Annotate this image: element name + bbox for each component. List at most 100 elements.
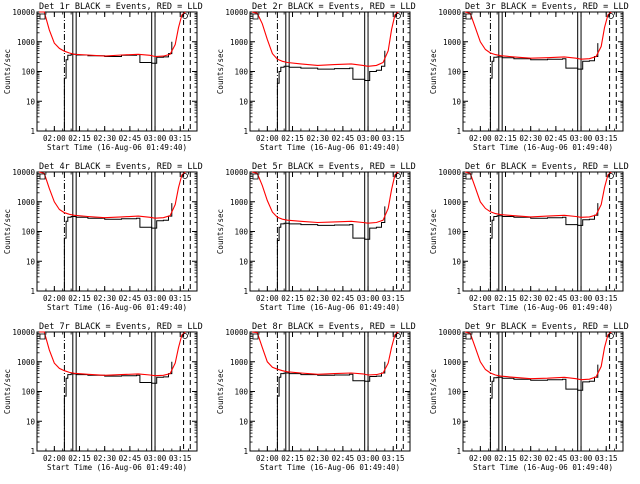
- x-tick-label: 02:15: [68, 134, 91, 143]
- y-tick-label: 1: [243, 447, 248, 456]
- x-axis-label: Start Time (16-Aug-06 01:49:40): [260, 303, 400, 312]
- series-lld-line: [252, 331, 399, 376]
- x-tick-label: 02:45: [119, 294, 142, 303]
- panel-title: Det 2r BLACK = Events, RED = LLD: [252, 2, 416, 12]
- x-tick-label: 02:15: [281, 454, 304, 463]
- y-tick-label: 1000: [17, 358, 36, 367]
- y-tick-label: 1: [456, 287, 461, 296]
- marker-square: [252, 173, 259, 180]
- y-tick-label: 100: [234, 228, 248, 237]
- x-tick-label: 02:30: [306, 134, 329, 143]
- x-tick-label: 03:15: [595, 134, 618, 143]
- y-tick-label: 1: [30, 127, 35, 136]
- x-tick-label: 03:15: [595, 454, 618, 463]
- x-tick-label: 03:15: [169, 454, 192, 463]
- x-axis-label: Start Time (16-Aug-06 01:49:40): [473, 463, 613, 472]
- marker-square: [465, 13, 472, 20]
- x-tick-label: 02:30: [93, 294, 116, 303]
- marker-circle: [608, 13, 614, 19]
- y-tick-label: 10: [26, 97, 36, 106]
- x-tick-label: 03:15: [382, 454, 405, 463]
- x-tick-label: 02:30: [93, 454, 116, 463]
- y-tick-label: 1000: [17, 198, 36, 207]
- y-tick-label: 1: [30, 287, 35, 296]
- y-axis-label: Counts/sec: [429, 209, 438, 254]
- x-axis-label: Start Time (16-Aug-06 01:49:40): [260, 463, 400, 472]
- y-tick-label: 10: [452, 417, 462, 426]
- x-tick-label: 02:15: [68, 454, 91, 463]
- x-tick-label: 03:15: [595, 294, 618, 303]
- x-axis-label: Start Time (16-Aug-06 01:49:40): [473, 143, 613, 152]
- x-tick-label: 02:30: [93, 134, 116, 143]
- plot-frame: [462, 11, 624, 132]
- y-tick-label: 10000: [438, 328, 461, 337]
- panel-5: Det 5r BLACK = Events, RED = LLD 1 10 100 10…: [216, 162, 416, 312]
- series-lld-line: [39, 331, 186, 377]
- x-tick-label: 03:00: [357, 294, 380, 303]
- y-tick-label: 10000: [438, 168, 461, 177]
- y-tick-label: 1000: [443, 198, 462, 207]
- y-tick-label: 10000: [12, 328, 35, 337]
- panel-title: Det 1r BLACK = Events, RED = LLD: [39, 2, 203, 12]
- marker-square: [39, 333, 46, 340]
- panel-3: Det 3r BLACK = Events, RED = LLD 1 10 100 10…: [429, 2, 629, 152]
- y-tick-label: 10: [239, 97, 249, 106]
- x-tick-label: 02:00: [256, 294, 279, 303]
- marker-circle: [608, 173, 614, 179]
- series-events-line: [489, 203, 599, 291]
- x-tick-label: 03:00: [570, 454, 593, 463]
- plot-frame: [36, 171, 198, 292]
- x-tick-label: 02:45: [119, 454, 142, 463]
- y-tick-label: 100: [447, 68, 461, 77]
- x-tick-label: 02:15: [494, 454, 517, 463]
- x-tick-label: 02:45: [545, 454, 568, 463]
- series-lld-line: [465, 171, 612, 218]
- plot-frame: [36, 331, 198, 452]
- x-tick-label: 02:30: [519, 134, 542, 143]
- x-tick-label: 02:00: [256, 454, 279, 463]
- panel-8: Det 8r BLACK = Events, RED = LLD 1 10 100 10…: [216, 322, 416, 472]
- panel-title: Det 9r BLACK = Events, RED = LLD: [465, 322, 629, 332]
- marker-circle: [182, 13, 188, 19]
- panel-title: Det 7r BLACK = Events, RED = LLD: [39, 322, 203, 332]
- x-tick-label: 03:15: [382, 134, 405, 143]
- marker-square: [465, 333, 472, 340]
- plot-frame: [249, 331, 411, 452]
- y-tick-label: 10000: [225, 168, 248, 177]
- y-tick-label: 1: [30, 447, 35, 456]
- x-tick-label: 03:00: [357, 134, 380, 143]
- x-tick-label: 03:00: [570, 134, 593, 143]
- x-tick-label: 03:15: [382, 294, 405, 303]
- x-tick-label: 02:15: [494, 294, 517, 303]
- x-tick-label: 02:45: [119, 134, 142, 143]
- y-axis-label: Counts/sec: [3, 49, 12, 94]
- series-lld-line: [465, 331, 612, 381]
- y-tick-label: 1000: [443, 358, 462, 367]
- y-tick-label: 1000: [230, 38, 249, 47]
- x-tick-label: 02:00: [43, 454, 66, 463]
- x-tick-label: 02:45: [332, 294, 355, 303]
- x-tick-label: 02:15: [494, 134, 517, 143]
- y-axis-label: Counts/sec: [429, 49, 438, 94]
- y-axis-label: Counts/sec: [216, 369, 225, 414]
- x-tick-label: 02:15: [281, 294, 304, 303]
- y-tick-label: 10000: [12, 168, 35, 177]
- y-tick-label: 100: [21, 228, 35, 237]
- panel-title: Det 4r BLACK = Events, RED = LLD: [39, 162, 203, 172]
- x-tick-label: 02:00: [43, 294, 66, 303]
- panel-title: Det 8r BLACK = Events, RED = LLD: [252, 322, 416, 332]
- panel-6: Det 6r BLACK = Events, RED = LLD 1 10 100 10…: [429, 162, 629, 312]
- y-tick-label: 1: [456, 127, 461, 136]
- y-tick-label: 1: [456, 447, 461, 456]
- y-tick-label: 1: [243, 287, 248, 296]
- x-axis-label: Start Time (16-Aug-06 01:49:40): [47, 463, 187, 472]
- y-axis-label: Counts/sec: [3, 369, 12, 414]
- plot-frame: [462, 171, 624, 292]
- y-tick-label: 10000: [225, 8, 248, 17]
- x-tick-label: 02:30: [306, 454, 329, 463]
- x-tick-label: 03:15: [169, 134, 192, 143]
- x-tick-label: 03:00: [144, 134, 167, 143]
- y-axis-label: Counts/sec: [429, 369, 438, 414]
